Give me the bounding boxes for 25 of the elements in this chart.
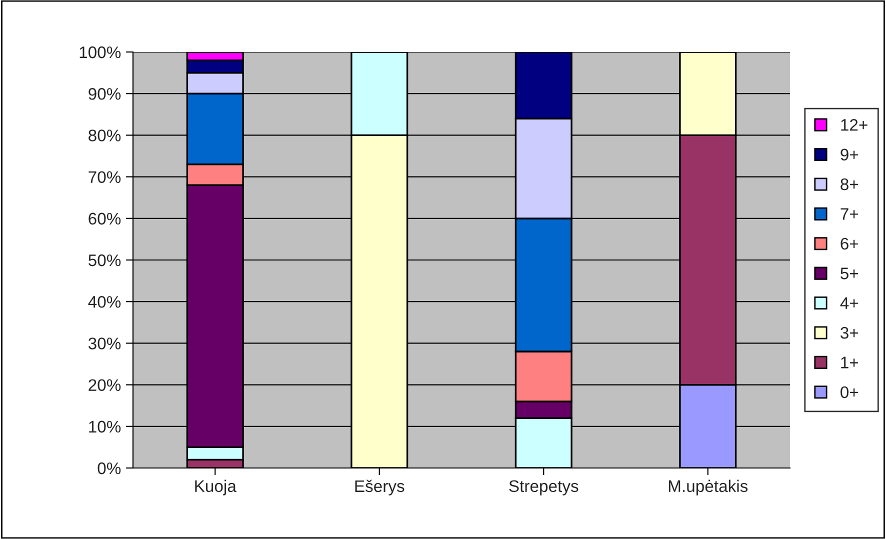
legend-label: 6+	[840, 238, 858, 250]
y-tick-label: 40%	[88, 296, 121, 308]
y-tick-label: 90%	[88, 88, 121, 100]
legend-label: 3+	[840, 326, 858, 339]
y-tick-label: 80%	[88, 130, 121, 142]
legend-label: 7+	[840, 208, 858, 220]
y-tick-label: 50%	[88, 254, 121, 266]
x-tick-label: Ešerys	[355, 480, 404, 496]
y-tick-label: 20%	[88, 379, 121, 392]
x-tick-label: Strepetys	[509, 480, 578, 496]
legend-label: 1+	[841, 356, 858, 368]
legend-label: 0+	[840, 386, 858, 398]
legend-label: 8+	[840, 178, 858, 190]
x-tick-label: Kuoja	[195, 480, 236, 496]
y-tick-label: 100%	[80, 46, 121, 58]
x-tick-label: M.upėtakis	[668, 480, 748, 496]
y-tick-label: 70%	[88, 171, 121, 184]
legend-label: 5+	[840, 268, 858, 280]
y-tick-label: 30%	[88, 338, 121, 350]
legend-label: 4+	[840, 297, 858, 309]
y-tick-label: 10%	[89, 420, 121, 433]
legend-label: 9+	[840, 148, 858, 161]
y-tick-label: 0%	[98, 462, 121, 474]
y-tick-label: 60%	[88, 212, 121, 225]
legend-label: 12+	[841, 119, 868, 131]
